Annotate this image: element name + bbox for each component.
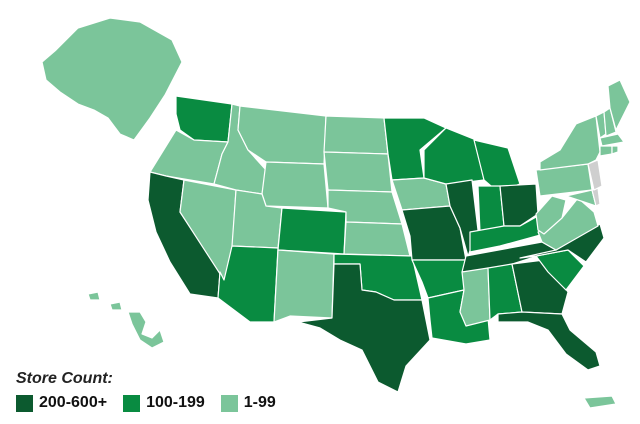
legend-label-tier-3: 1-99 — [243, 394, 276, 411]
state-mississippi — [459, 267, 491, 327]
legend-swatch-tier-2 — [123, 394, 141, 412]
legend-items: 200-600+ 100-199 1-99 — [16, 394, 292, 412]
state-connecticut — [599, 145, 613, 157]
state-maine — [607, 79, 631, 131]
legend-swatch-tier-1 — [16, 394, 33, 412]
state-puerto-rico — [583, 395, 617, 409]
state-alaska — [41, 17, 183, 141]
state-massachusetts — [599, 133, 625, 147]
legend-item-tier-1: 200-600+ — [16, 394, 107, 412]
state-rhode-island — [611, 145, 619, 155]
legend-item-tier-3: 1-99 — [220, 394, 276, 412]
state-west-virginia — [535, 195, 567, 235]
state-new-hampshire — [603, 107, 617, 137]
state-ohio — [499, 183, 539, 227]
state-new-york — [539, 115, 601, 171]
legend-label-tier-2: 100-199 — [146, 394, 205, 411]
state-florida — [497, 311, 601, 371]
state-colorado — [277, 207, 347, 255]
state-tennessee — [461, 241, 557, 273]
state-wyoming — [261, 161, 329, 209]
state-north-dakota — [323, 115, 389, 155]
state-michigan — [473, 139, 521, 193]
legend-title: Store Count: — [16, 370, 113, 387]
state-kansas — [343, 221, 411, 257]
legend: Store Count: 200-600+ 100-199 1-99 — [16, 370, 292, 412]
legend-swatch-tier-3 — [220, 394, 238, 412]
state-texas — [297, 263, 431, 393]
state-new-mexico — [273, 249, 335, 323]
state-south-dakota — [323, 151, 393, 193]
legend-item-tier-2: 100-199 — [123, 394, 205, 412]
state-hawaii — [87, 291, 165, 349]
state-minnesota — [383, 117, 447, 181]
legend-label-tier-1: 200-600+ — [39, 394, 108, 411]
state-virginia — [537, 197, 599, 251]
